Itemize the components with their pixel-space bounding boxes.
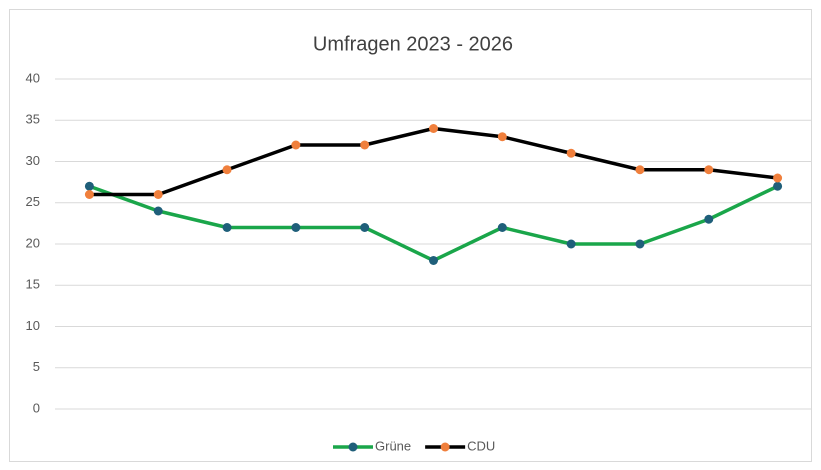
chart-border <box>9 9 812 462</box>
marker <box>704 165 714 175</box>
legend-marker <box>440 442 450 452</box>
marker <box>566 239 576 249</box>
y-tick-label: 10 <box>26 318 40 333</box>
marker <box>291 140 301 150</box>
y-tick-label: 20 <box>26 235 40 250</box>
legend-label: Grüne <box>375 438 411 453</box>
legend-label: CDU <box>467 438 495 453</box>
marker <box>291 223 301 232</box>
marker <box>635 165 645 175</box>
marker <box>773 173 783 183</box>
y-tick-label: 15 <box>26 277 40 292</box>
marker <box>360 223 370 232</box>
y-tick-label: 40 <box>26 70 40 85</box>
marker <box>84 181 94 191</box>
y-tick-label: 25 <box>26 194 40 209</box>
chart-title: Umfragen 2023 - 2026 <box>313 33 513 55</box>
marker <box>773 181 783 191</box>
marker <box>497 132 507 142</box>
marker <box>429 124 438 133</box>
marker <box>84 190 94 199</box>
y-tick-label: 30 <box>26 153 40 168</box>
y-tick-label: 0 <box>33 400 40 415</box>
marker <box>704 214 714 224</box>
marker <box>222 223 232 232</box>
marker <box>153 206 163 216</box>
marker <box>429 256 438 265</box>
marker <box>566 148 576 158</box>
marker <box>360 140 370 150</box>
y-tick-label: 5 <box>33 359 40 374</box>
marker <box>635 239 645 249</box>
y-tick-label: 35 <box>26 112 40 127</box>
marker <box>153 190 163 199</box>
marker <box>222 165 232 175</box>
marker <box>497 223 507 232</box>
legend-marker <box>348 442 358 452</box>
